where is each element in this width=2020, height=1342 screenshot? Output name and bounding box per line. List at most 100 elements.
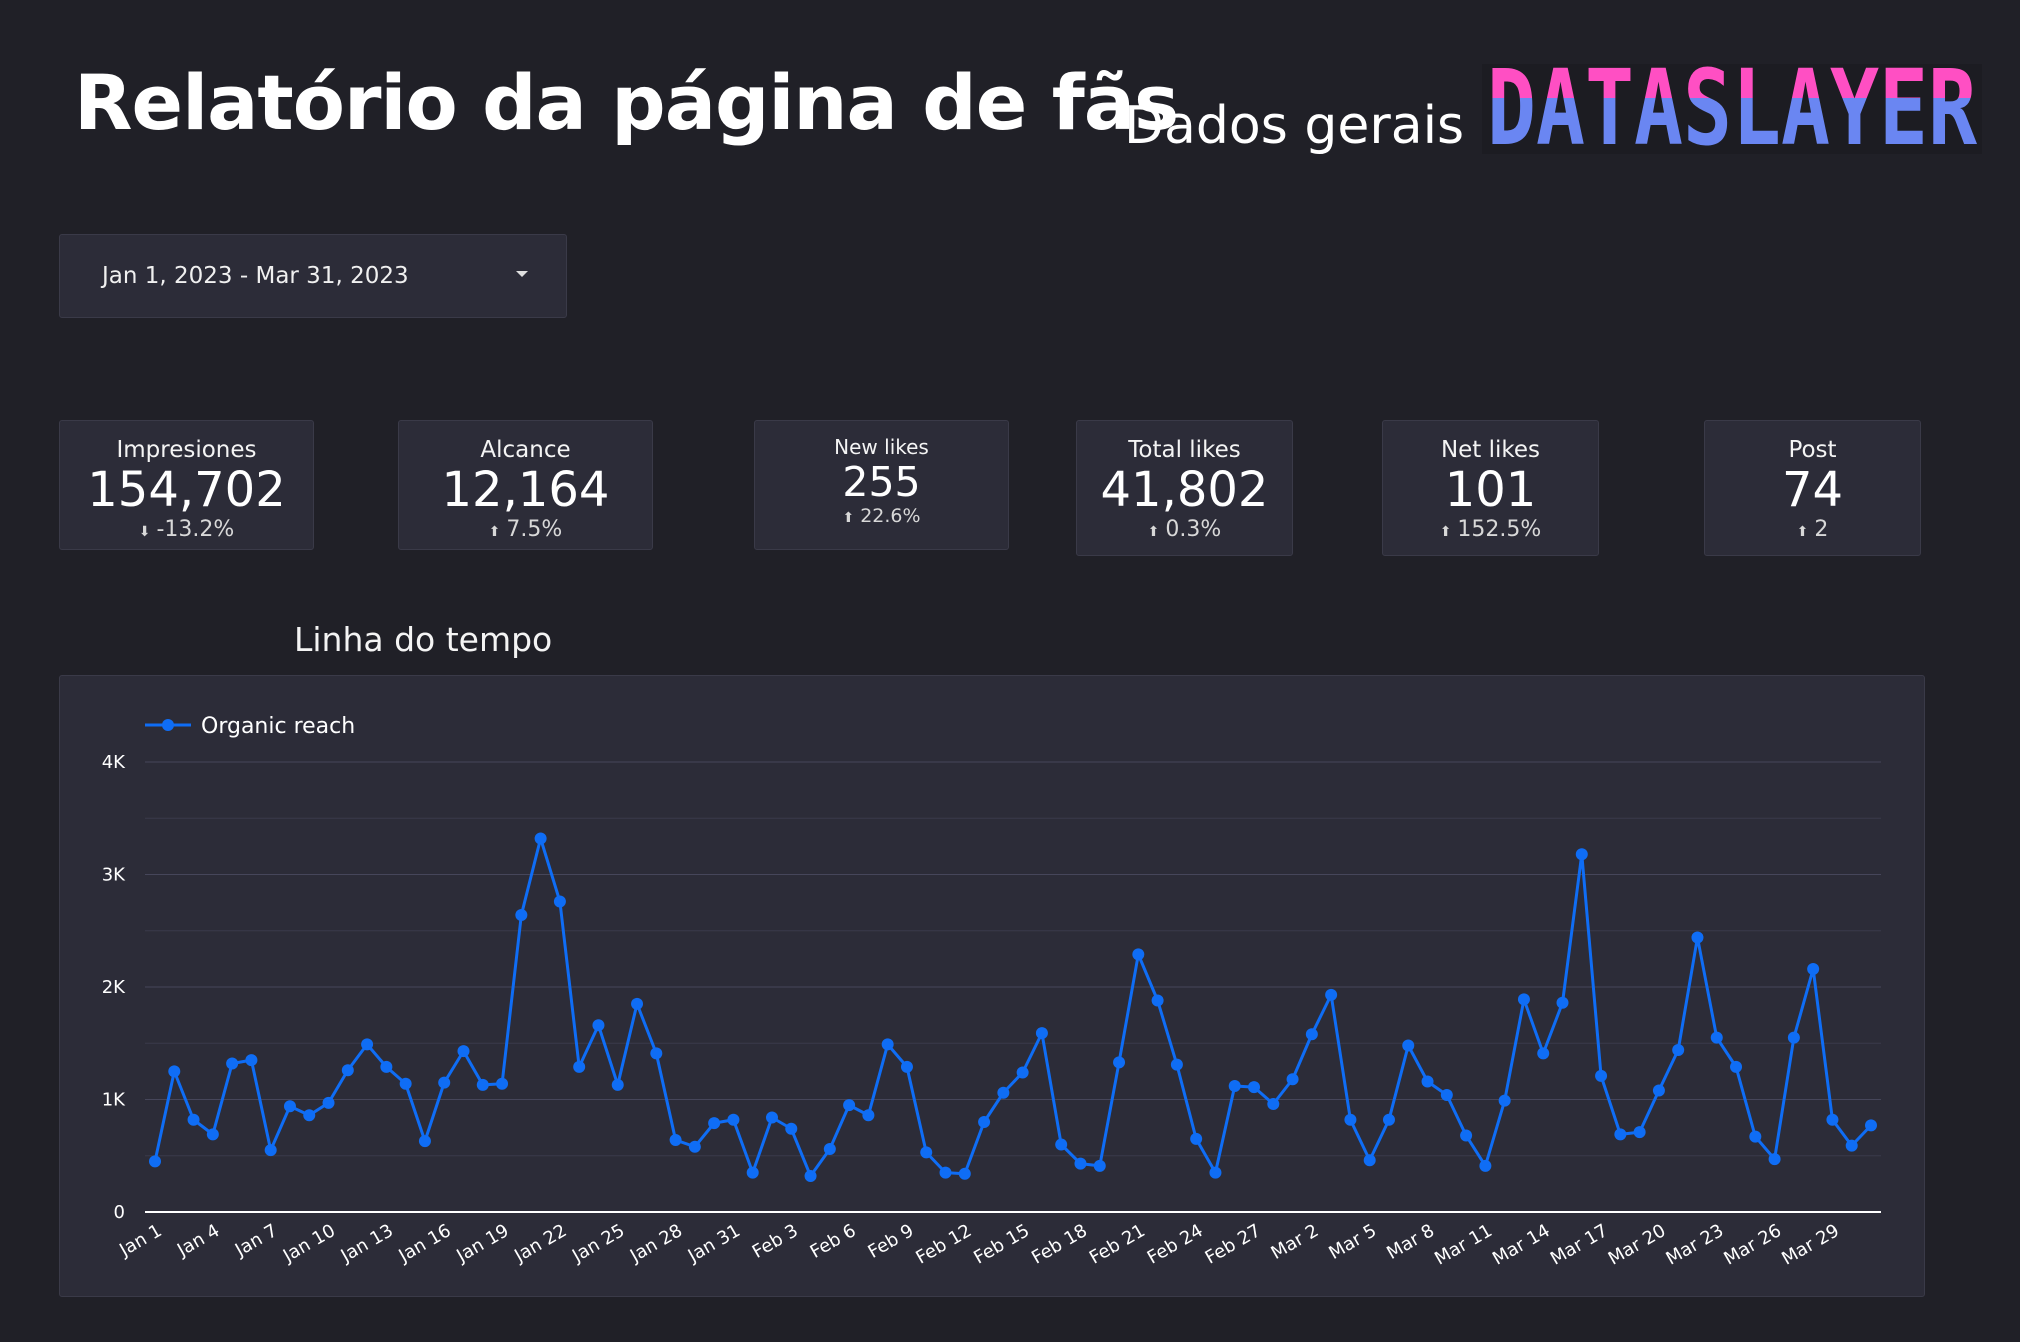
data-point — [1440, 1089, 1453, 1101]
dataslayer-logo: DATASLAYER — [1482, 64, 1982, 154]
data-point — [727, 1113, 740, 1126]
page-title: Relatório da página de fãs — [74, 58, 1179, 147]
data-point — [187, 1113, 200, 1126]
data-point — [283, 1100, 296, 1113]
data-point — [1248, 1081, 1261, 1094]
arrow-up-icon: ⬆ — [1439, 524, 1452, 540]
data-point — [1325, 988, 1338, 1001]
chevron-down-icon[interactable] — [516, 271, 528, 277]
kpi-label: Impresiones — [116, 437, 257, 463]
data-point — [361, 1038, 374, 1051]
data-point — [380, 1060, 393, 1073]
x-tick-label: Feb 27 — [1202, 1220, 1265, 1268]
x-tick-label: Jan 31 — [684, 1220, 744, 1267]
y-tick-label: 4K — [102, 752, 126, 773]
data-point — [1787, 1031, 1800, 1044]
y-tick-label: 3K — [102, 865, 126, 886]
arrow-up-icon: ⬆ — [842, 510, 855, 526]
kpi-card-new-likes: New likes 255 ⬆ 22.6% — [754, 420, 1009, 550]
data-point — [650, 1047, 663, 1060]
data-point — [1228, 1080, 1241, 1092]
data-point — [611, 1078, 624, 1091]
data-point — [534, 832, 547, 845]
data-point — [1749, 1130, 1762, 1143]
data-point — [226, 1057, 239, 1070]
data-point — [881, 1038, 894, 1051]
data-point — [631, 997, 644, 1010]
y-tick-label: 0 — [114, 1202, 125, 1223]
data-point — [457, 1045, 470, 1058]
kpi-card-net-likes: Net likes 101 ⬆ 152.5% — [1382, 420, 1599, 556]
data-point — [765, 1111, 778, 1124]
data-point — [1730, 1060, 1743, 1073]
data-point — [1672, 1044, 1685, 1056]
data-point — [708, 1117, 721, 1130]
data-point — [592, 1019, 605, 1032]
chart-panel — [59, 675, 1925, 1297]
data-point — [341, 1064, 354, 1077]
data-point — [322, 1096, 335, 1109]
x-tick-label: Jan 19 — [452, 1220, 512, 1267]
kpi-delta: ⬆ 152.5% — [1383, 517, 1598, 542]
data-point — [573, 1060, 586, 1073]
x-tick-label: Mar 14 — [1489, 1220, 1554, 1269]
data-point — [1768, 1153, 1781, 1166]
date-range-picker[interactable]: Jan 1, 2023 - Mar 31, 2023 — [59, 234, 567, 318]
data-point — [1363, 1154, 1376, 1167]
kpi-delta: ⬆ 0.3% — [1077, 517, 1292, 542]
data-point — [958, 1167, 971, 1180]
data-point — [804, 1170, 817, 1182]
data-point — [688, 1140, 701, 1153]
kpi-value: 41,802 — [1100, 462, 1269, 518]
data-point — [1633, 1126, 1646, 1139]
x-tick-label: Mar 11 — [1431, 1220, 1496, 1269]
data-point — [1807, 963, 1820, 975]
kpi-value: 12,164 — [441, 462, 610, 518]
kpi-label: Total likes — [1128, 437, 1241, 463]
x-tick-label: Mar 8 — [1383, 1220, 1438, 1264]
data-point — [1170, 1058, 1183, 1071]
kpi-delta-value: 7.5% — [506, 517, 563, 542]
x-tick-label: Mar 23 — [1663, 1220, 1728, 1269]
kpi-delta: ⬆ 22.6% — [755, 505, 1008, 527]
data-point — [1710, 1031, 1723, 1044]
data-point — [515, 909, 528, 921]
data-point — [399, 1077, 412, 1090]
data-point — [1113, 1056, 1126, 1069]
data-point — [1479, 1159, 1492, 1172]
kpi-delta: ⬆ 2 — [1705, 517, 1920, 542]
data-point — [1055, 1138, 1068, 1151]
data-point — [1151, 994, 1164, 1007]
data-point — [1035, 1027, 1048, 1040]
arrow-up-icon: ⬆ — [1796, 524, 1809, 540]
data-point — [862, 1109, 875, 1122]
data-point — [1093, 1159, 1106, 1172]
x-tick-label: Jan 7 — [231, 1220, 281, 1261]
data-point — [264, 1144, 277, 1157]
data-point — [1267, 1098, 1280, 1110]
kpi-delta-value: 22.6% — [860, 505, 921, 527]
x-tick-label: Jan 4 — [173, 1220, 223, 1261]
data-point — [1826, 1113, 1839, 1126]
kpi-card-reach: Alcance 12,164 ⬆ 7.5% — [398, 420, 653, 550]
arrow-up-icon: ⬆ — [1147, 524, 1160, 540]
x-tick-label: Mar 29 — [1778, 1220, 1843, 1269]
chart-title: Linha do tempo — [294, 620, 553, 659]
data-point — [1537, 1047, 1550, 1060]
data-point — [438, 1076, 451, 1089]
y-tick-label: 1K — [102, 1090, 126, 1111]
data-point — [785, 1122, 798, 1135]
x-tick-label: Jan 13 — [337, 1220, 397, 1267]
data-point — [1421, 1075, 1434, 1088]
kpi-value: 255 — [842, 458, 921, 506]
data-point — [553, 895, 566, 908]
data-point — [168, 1065, 181, 1078]
data-point — [1074, 1157, 1087, 1170]
x-tick-label: Mar 20 — [1605, 1220, 1670, 1269]
x-tick-label: Mar 2 — [1268, 1220, 1323, 1264]
x-tick-label: Feb 21 — [1086, 1220, 1149, 1268]
data-point — [1382, 1113, 1395, 1126]
data-point — [823, 1143, 836, 1155]
data-point — [1209, 1166, 1222, 1179]
data-point — [1498, 1094, 1511, 1107]
